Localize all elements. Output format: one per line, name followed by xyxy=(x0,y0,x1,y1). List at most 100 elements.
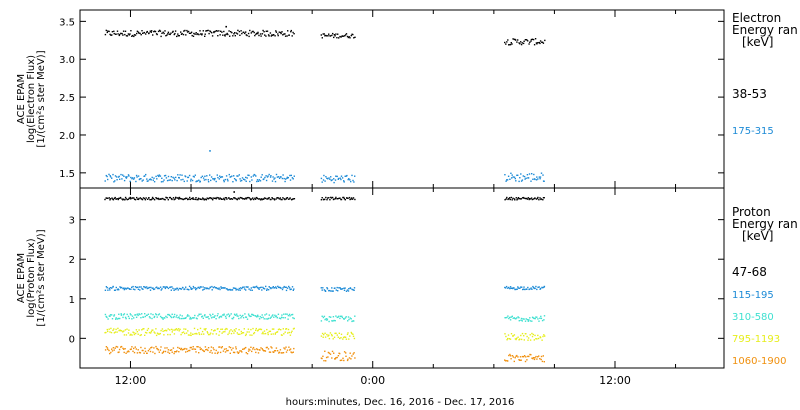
data-point xyxy=(263,330,266,332)
data-point xyxy=(241,32,243,35)
data-point xyxy=(136,313,139,315)
data-point xyxy=(115,318,117,320)
data-point xyxy=(199,346,201,349)
data-point xyxy=(110,331,113,334)
data-point xyxy=(142,32,144,34)
data-point xyxy=(343,196,345,199)
data-point xyxy=(291,198,294,200)
data-point xyxy=(161,352,164,354)
data-point xyxy=(125,334,128,336)
data-point xyxy=(170,32,172,34)
data-point xyxy=(178,196,181,199)
data-point xyxy=(147,180,149,182)
data-point xyxy=(170,315,172,318)
data-point xyxy=(131,178,133,180)
data-point xyxy=(104,198,106,201)
data-point xyxy=(148,178,151,181)
data-point xyxy=(510,358,512,360)
data-point xyxy=(239,196,241,199)
data-point xyxy=(251,179,253,181)
data-point xyxy=(345,290,348,292)
data-point xyxy=(259,180,262,182)
data-point xyxy=(169,333,171,336)
data-point xyxy=(200,348,202,350)
data-point xyxy=(541,41,543,43)
data-point xyxy=(350,197,353,199)
data-point xyxy=(290,29,292,32)
data-point xyxy=(236,315,238,317)
data-point xyxy=(239,314,241,317)
data-point xyxy=(529,320,532,322)
data-point xyxy=(347,358,349,360)
data-point xyxy=(290,351,292,353)
data-point xyxy=(289,334,292,336)
data-point xyxy=(327,335,329,337)
data-point xyxy=(144,313,146,315)
data-point xyxy=(152,329,154,331)
data-point xyxy=(521,332,524,335)
data-point xyxy=(187,330,189,332)
data-point xyxy=(128,350,130,353)
data-point xyxy=(219,197,221,199)
data-point xyxy=(122,34,124,36)
data-point xyxy=(328,289,331,292)
data-point xyxy=(333,181,335,184)
data-point xyxy=(106,287,108,289)
data-point xyxy=(251,198,253,200)
data-point xyxy=(526,39,528,41)
data-point xyxy=(236,198,238,201)
data-point xyxy=(328,334,330,336)
data-point xyxy=(168,313,170,316)
data-point xyxy=(153,181,156,183)
data-point xyxy=(223,348,226,350)
data-point xyxy=(220,347,223,349)
data-point xyxy=(200,176,202,179)
data-point xyxy=(182,198,184,201)
data-point xyxy=(152,287,154,289)
data-point xyxy=(146,30,148,33)
data-point xyxy=(107,178,109,181)
data-point xyxy=(240,332,243,335)
data-point xyxy=(191,34,193,37)
data-point xyxy=(206,331,208,333)
data-point xyxy=(515,318,517,320)
data-point xyxy=(250,328,252,331)
data-point xyxy=(207,349,209,352)
data-point xyxy=(335,315,337,317)
data-point xyxy=(139,334,141,337)
data-point xyxy=(250,176,252,178)
data-point xyxy=(116,346,119,348)
data-point xyxy=(135,329,138,331)
data-point xyxy=(125,176,127,178)
data-point xyxy=(144,199,147,201)
data-point xyxy=(333,36,335,39)
data-point xyxy=(534,197,536,199)
data-point xyxy=(233,329,236,331)
data-point xyxy=(254,197,256,199)
data-point xyxy=(179,174,181,176)
series-47-68 xyxy=(104,191,545,201)
data-point xyxy=(287,198,290,200)
data-point xyxy=(219,176,222,179)
data-point xyxy=(354,315,356,317)
data-point xyxy=(117,198,119,201)
data-point xyxy=(183,317,186,320)
data-point xyxy=(530,197,533,199)
data-point xyxy=(104,332,106,334)
data-point xyxy=(223,313,225,315)
data-point xyxy=(172,316,175,319)
data-point xyxy=(519,356,522,358)
data-point xyxy=(269,351,272,353)
data-point xyxy=(323,174,325,177)
data-point xyxy=(325,34,327,37)
data-point xyxy=(509,286,512,288)
data-point xyxy=(513,38,515,41)
data-point xyxy=(537,356,539,358)
data-point xyxy=(351,33,353,35)
data-point xyxy=(198,332,200,334)
data-point xyxy=(271,197,273,199)
data-point xyxy=(333,178,335,180)
data-point xyxy=(256,180,258,183)
data-point xyxy=(320,335,323,337)
